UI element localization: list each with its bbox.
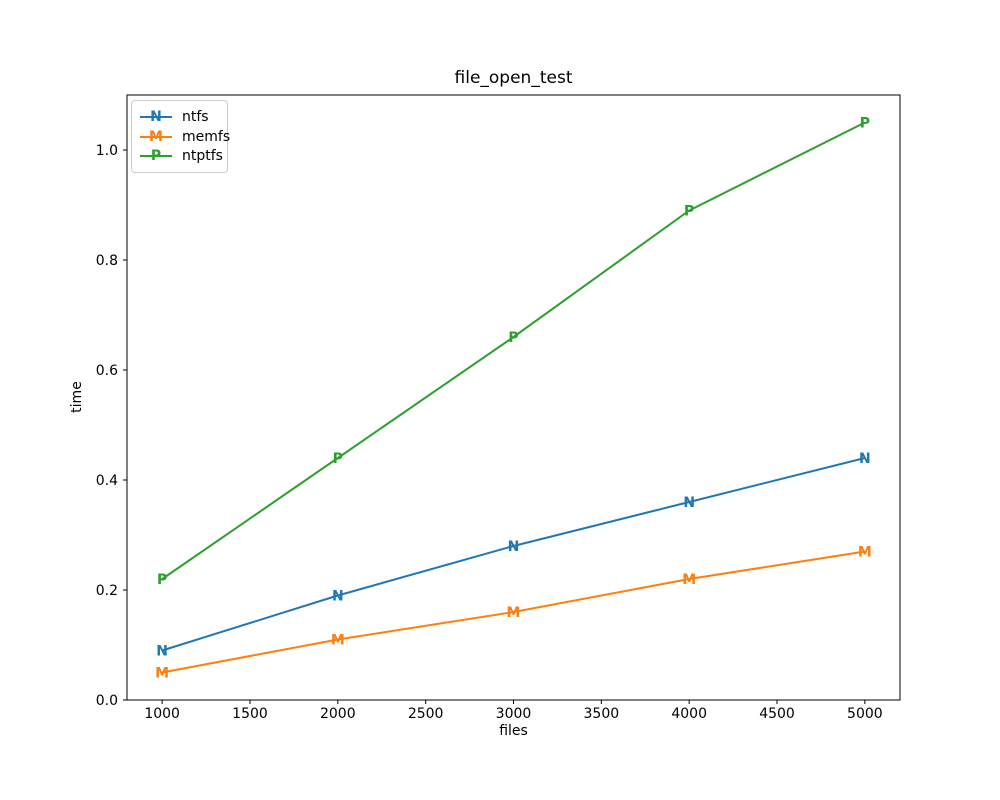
y-tick-label: 0.0	[96, 693, 118, 709]
legend-marker-ntptfs: P	[150, 148, 162, 165]
series-marker-ntfs: N	[508, 539, 520, 555]
x-tick-label: 5000	[847, 706, 883, 722]
legend-marker-memfs: M	[149, 128, 163, 145]
series-marker-memfs: M	[858, 545, 872, 561]
series-line-memfs	[161, 550, 866, 674]
x-tick-label: 1500	[232, 706, 268, 722]
series-marker-ntptfs: P	[157, 572, 167, 588]
legend-line-sample: M	[140, 130, 172, 144]
legend-label: memfs	[182, 128, 231, 145]
x-tick-label: 4500	[759, 706, 795, 722]
legend-marker-ntfs: N	[150, 108, 162, 125]
x-tick-label: 3500	[584, 706, 620, 722]
series-marker-ntptfs: P	[684, 204, 694, 220]
series-marker-memfs: M	[331, 633, 345, 649]
series-marker-memfs: M	[682, 572, 696, 588]
series-marker-memfs: M	[155, 666, 169, 682]
legend-line-sample: P	[140, 149, 172, 163]
x-tick-label: 4000	[671, 706, 707, 722]
chart-title: file_open_test	[454, 68, 573, 88]
series-marker-ntptfs: P	[508, 330, 518, 346]
y-tick-label: 1.0	[96, 143, 118, 159]
x-axis-label: files	[499, 723, 528, 739]
series-marker-ntfs: N	[156, 644, 168, 660]
series-marker-memfs: M	[507, 605, 521, 621]
y-tick-label: 0.2	[96, 583, 118, 599]
x-tick-label: 2000	[320, 706, 356, 722]
legend-line-sample: N	[140, 110, 172, 124]
x-tick-label: 2500	[408, 706, 444, 722]
y-axis-label: time	[69, 381, 85, 413]
legend-label: ntptfs	[182, 148, 223, 165]
series-line-ntptfs	[161, 121, 866, 580]
series-line-ntfs	[161, 457, 866, 652]
series-marker-ntptfs: P	[333, 451, 343, 467]
series-marker-ntptfs: P	[860, 116, 870, 132]
y-tick-label: 0.8	[96, 253, 118, 269]
y-tick-label: 0.4	[96, 473, 118, 489]
series-marker-ntfs: N	[683, 495, 695, 511]
series-marker-ntfs: N	[859, 451, 871, 467]
y-tick-label: 0.6	[96, 363, 118, 379]
series-marker-ntfs: N	[332, 589, 344, 605]
x-tick-label: 3000	[496, 706, 532, 722]
legend-label: ntfs	[182, 108, 209, 125]
x-tick-label: 1000	[144, 706, 180, 722]
